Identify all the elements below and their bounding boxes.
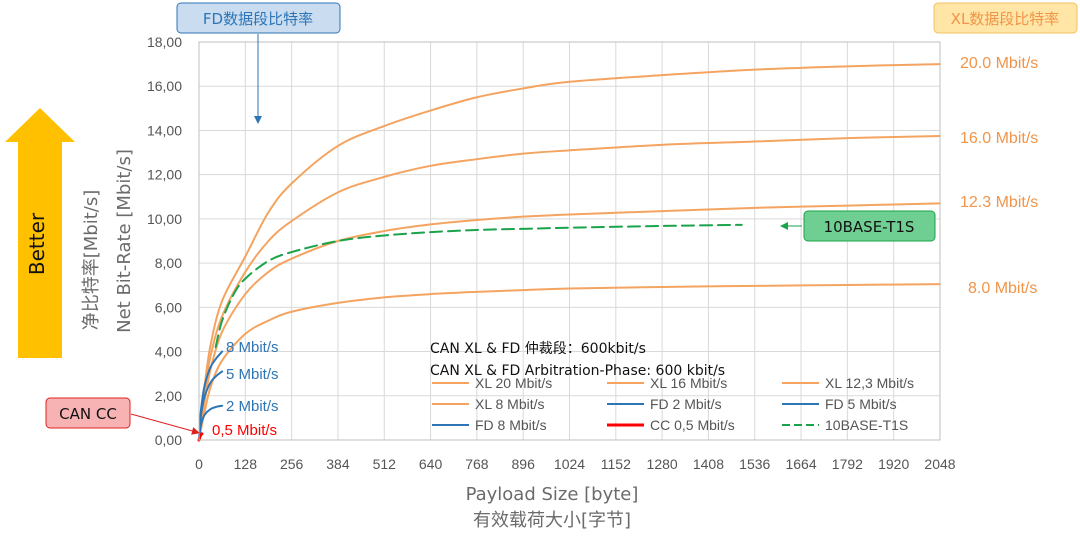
x-tick-label: 1024: [554, 456, 585, 472]
legend-label-fd-5-mbit-s: FD 5 Mbit/s: [825, 396, 897, 412]
x-tick-label: 512: [373, 456, 397, 472]
legend-label-xl-16-mbit-s: XL 16 Mbit/s: [650, 375, 727, 391]
x-tick-label: 0: [195, 456, 203, 472]
y-tick-label: 12,00: [147, 167, 182, 183]
fd-2-label: 2 Mbit/s: [226, 398, 279, 415]
y-tick-label: 10,00: [147, 211, 182, 227]
legend-label-xl-8-mbit-s: XL 8 Mbit/s: [475, 396, 545, 412]
arbitration-note-cn: CAN XL & FD 仲裁段：600kbit/s: [430, 341, 646, 357]
x-tick-label: 896: [512, 456, 536, 472]
x-tick-label: 1152: [601, 456, 631, 472]
x-tick-label: 256: [280, 456, 304, 472]
x-tick-label: 1408: [693, 456, 724, 472]
x-tick-label: 1280: [647, 456, 678, 472]
series-layer: [197, 63, 941, 442]
x-tick-label: 1664: [785, 456, 816, 472]
legend: XL 20 Mbit/s XL 16 Mbit/s XL 12,3 Mbit/s XL…: [432, 375, 914, 433]
fd-rate-callout-text: FD数据段比特率: [203, 10, 313, 28]
x-tick-label: 2048: [924, 456, 955, 472]
x-tick-label: 768: [465, 456, 489, 472]
can-cc-callout: CAN CC: [45, 397, 200, 435]
better-arrow: Better: [5, 108, 75, 358]
x-tick-label: 1536: [739, 456, 770, 472]
x-tick-label: 1920: [878, 456, 909, 472]
y-tick-label: 16,00: [147, 78, 182, 94]
x-tick-label: 128: [234, 456, 258, 472]
legend-label-fd-2-mbit-s: FD 2 Mbit/s: [650, 396, 722, 412]
series-line-xl-16-mbit-s: [198, 134, 941, 440]
xl-rate-callout: XL数据段比特率: [933, 2, 1078, 34]
xl-16-label: 16.0 Mbit/s: [960, 130, 1038, 147]
series-line-xl-12-3-mbit-s: [198, 202, 941, 440]
series-line-10base-t1s: [214, 223, 743, 349]
fd-8-label: 8 Mbit/s: [226, 339, 279, 356]
x-tick-label: 1792: [832, 456, 863, 472]
y-tick-label: 4,00: [155, 344, 182, 360]
t1s-callout-text: 10BASE-T1S: [824, 218, 915, 236]
series-line-xl-20-mbit-s: [198, 63, 941, 440]
arbitration-note: CAN XL & FD Arbitration-Phase: 600 kbit/…: [430, 363, 725, 379]
y-axis-title: Net Bit-Rate [Mbit/s]: [114, 149, 135, 333]
y-tick-label: 0,00: [155, 432, 182, 448]
xl-20-label: 20.0 Mbit/s: [960, 55, 1038, 72]
better-label: Better: [25, 212, 49, 275]
t1s-callout: 10BASE-T1S: [780, 210, 936, 242]
legend-label-xl-20-mbit-s: XL 20 Mbit/s: [475, 375, 552, 391]
legend-label-10base-t1s: 10BASE-T1S: [825, 417, 908, 433]
series-line-fd-8-mbit-s: [198, 350, 224, 441]
x-tick-label: 640: [419, 456, 443, 472]
x-tick-label: 384: [326, 456, 350, 472]
y-tick-label: 14,00: [147, 122, 182, 138]
y-tick-label: 18,00: [147, 34, 182, 50]
plot-area-border: [198, 41, 941, 441]
xl-rate-callout-text: XL数据段比特率: [951, 10, 1060, 28]
y-axis-title-cn: 净比特率[Mbit/s]: [81, 190, 102, 331]
tick-layer: 0 128 256 384 512 640 768 896 1024 1152 1280 1408 15…: [147, 34, 956, 472]
can-cc-callout-text: CAN CC: [59, 405, 117, 423]
xl-8-label: 8.0 Mbit/s: [968, 280, 1037, 297]
legend-label-xl-12-3-mbit-s: XL 12,3 Mbit/s: [825, 375, 914, 391]
y-tick-label: 6,00: [155, 299, 182, 315]
xl-12-label: 12.3 Mbit/s: [960, 194, 1038, 211]
fd-5-label: 5 Mbit/s: [226, 366, 279, 383]
legend-label-fd-8-mbit-s: FD 8 Mbit/s: [475, 417, 547, 433]
series-line-xl-8-mbit-s: [198, 283, 941, 440]
cc-label: 0,5 Mbit/s: [212, 422, 277, 439]
x-axis-title-cn: 有效载荷大小[字节]: [473, 510, 631, 531]
legend-label-cc-0-5-mbit-s: CC 0,5 Mbit/s: [650, 417, 735, 433]
y-tick-label: 8,00: [155, 255, 182, 271]
y-tick-label: 2,00: [155, 388, 182, 404]
fd-rate-callout: FD数据段比特率: [176, 2, 341, 124]
x-axis-title: Payload Size [byte]: [466, 484, 639, 505]
